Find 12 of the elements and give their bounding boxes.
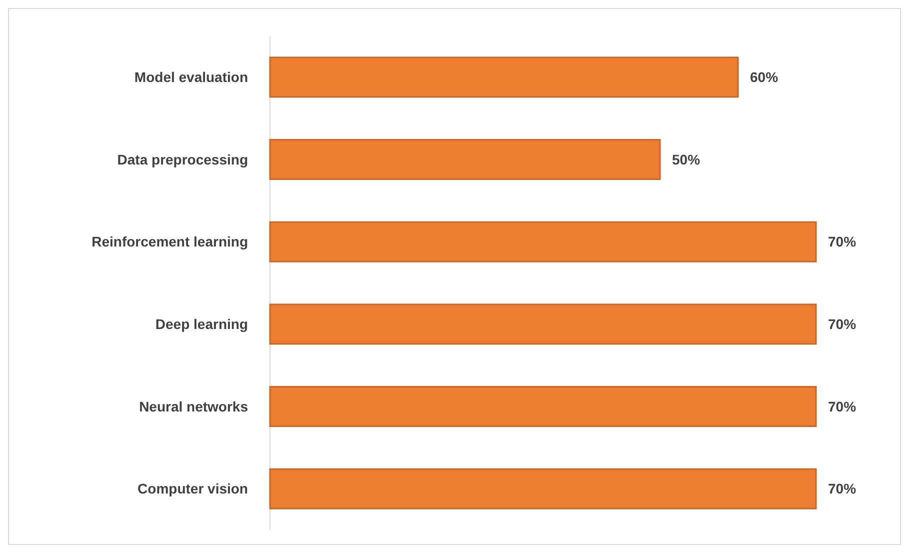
y-tick-label: Data preprocessing bbox=[117, 151, 248, 168]
y-tick-label: Model evaluation bbox=[134, 69, 248, 86]
data-label: 50% bbox=[672, 151, 701, 168]
y-tick-label: Neural networks bbox=[139, 398, 248, 414]
data-label: 70% bbox=[828, 316, 857, 332]
data-label: 70% bbox=[828, 398, 857, 414]
data-label: 60% bbox=[750, 69, 779, 86]
y-tick-label: Computer vision bbox=[138, 480, 248, 497]
y-tick-label: Reinforcement learning bbox=[92, 234, 248, 250]
y-tick-label: Deep learning bbox=[155, 316, 248, 332]
data-label: 70% bbox=[828, 234, 857, 250]
data-label: 70% bbox=[828, 480, 857, 497]
